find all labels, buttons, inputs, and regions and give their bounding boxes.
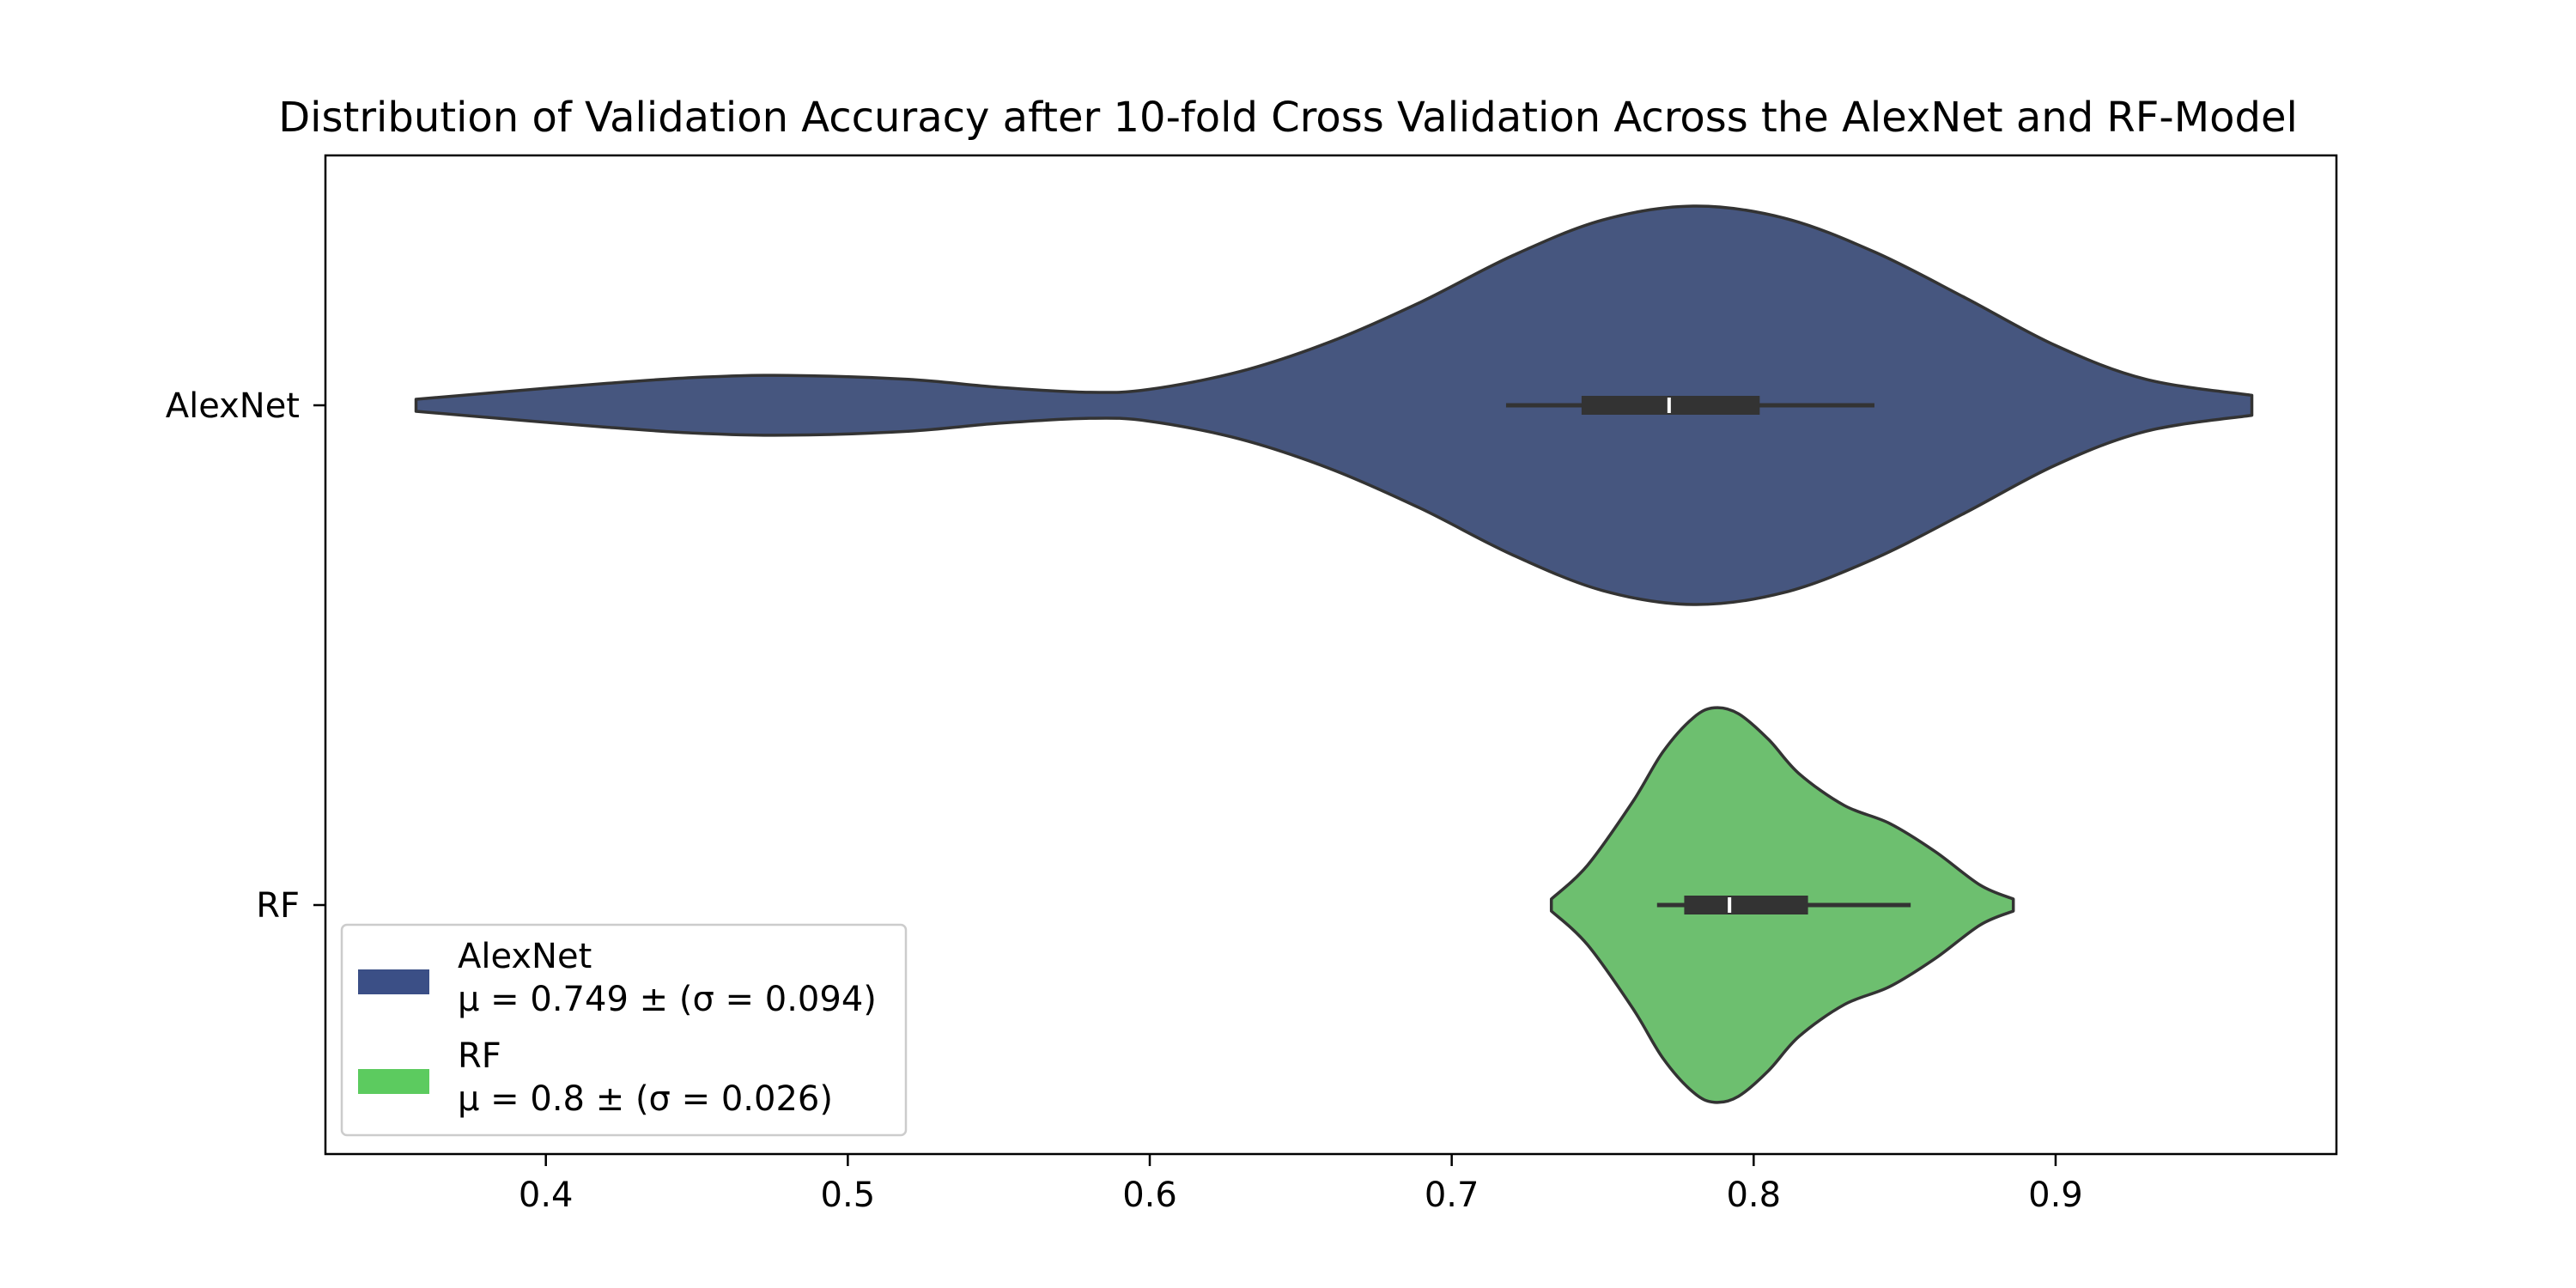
legend-frame [340, 923, 908, 1137]
legend-swatch-rf [358, 1069, 429, 1094]
x-tick-label: 0.4 [519, 1176, 574, 1215]
violins-layer [414, 204, 2254, 1104]
legend: AlexNet μ = 0.749 ± (σ = 0.094) RF μ = 0… [340, 923, 908, 1137]
y-axis: AlexNet RF [166, 386, 325, 926]
legend-label-rf-name: RF [458, 1036, 501, 1076]
chart-title: Distribution of Validation Accuracy afte… [278, 94, 2298, 142]
y-tick-label: AlexNet [166, 386, 300, 426]
x-tick-label: 0.8 [1726, 1176, 1781, 1215]
violin-alexnet [414, 204, 2254, 606]
legend-label-rf-stats: μ = 0.8 ± (σ = 0.026) [458, 1079, 833, 1119]
plot-area-frame [324, 154, 2338, 1156]
x-tick-label: 0.6 [1122, 1176, 1177, 1215]
y-tick-label: RF [256, 886, 300, 926]
x-tick-label: 0.5 [821, 1176, 876, 1215]
legend-label-alexnet-stats: μ = 0.749 ± (σ = 0.094) [458, 980, 877, 1019]
x-axis: 0.4 0.5 0.6 0.7 0.8 0.9 [519, 1154, 2083, 1215]
legend-label-alexnet-name: AlexNet [458, 937, 592, 976]
iqr-box-rf [1684, 896, 1808, 914]
legend-swatch-alexnet [358, 969, 429, 994]
x-tick-label: 0.7 [1425, 1176, 1479, 1215]
x-tick-label: 0.9 [2028, 1176, 2083, 1215]
